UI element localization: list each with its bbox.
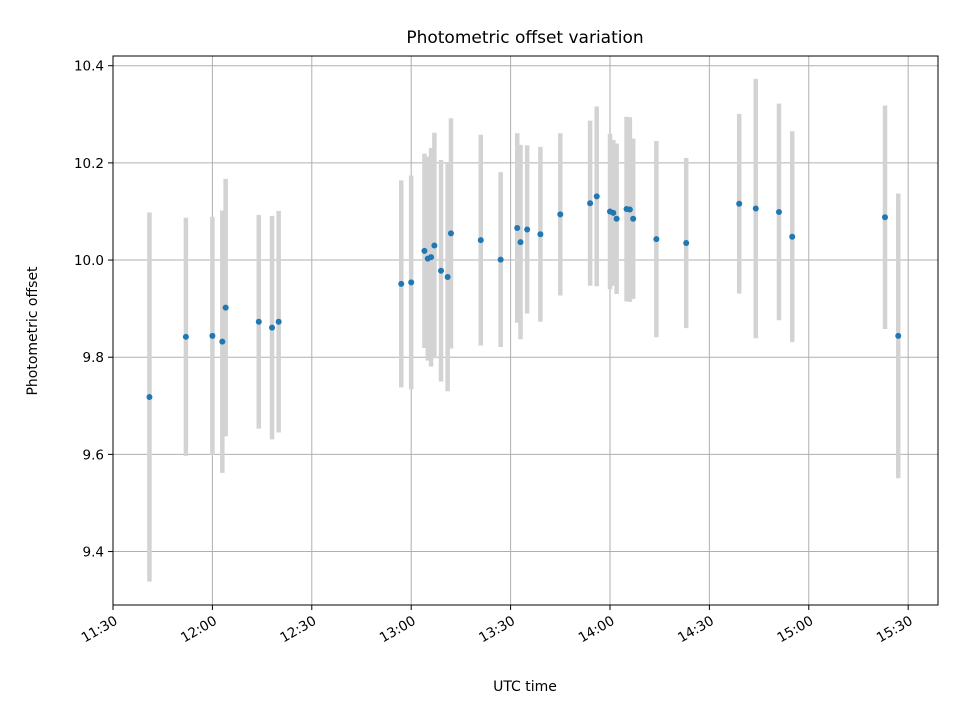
chart-title: Photometric offset variation (406, 28, 643, 48)
plot-frame (112, 55, 939, 606)
data-point (524, 226, 531, 233)
y-tick-label: 9.4 (83, 545, 104, 561)
data-point (209, 332, 216, 339)
data-point (438, 267, 445, 274)
data-point (182, 333, 189, 340)
data-points (146, 193, 902, 401)
data-point (557, 211, 564, 218)
y-axis-ticks: 9.4 9.6 9.8 10.0 10.2 10.4 (74, 59, 113, 561)
data-point (269, 324, 276, 331)
data-point (537, 231, 544, 238)
data-point (613, 215, 620, 222)
data-point (477, 237, 484, 244)
data-point (222, 304, 229, 311)
y-tick-label: 10.4 (74, 59, 104, 75)
y-tick-label: 10.2 (74, 156, 104, 172)
data-point (789, 233, 796, 240)
data-point (447, 230, 454, 237)
y-tick-label: 9.8 (83, 350, 104, 366)
data-point (275, 318, 282, 325)
data-point (593, 193, 600, 200)
data-point (431, 242, 438, 249)
data-point (881, 214, 888, 221)
data-point (626, 206, 633, 213)
data-point (683, 240, 690, 247)
y-tick-label: 10.0 (74, 253, 104, 269)
x-axis-label: UTC time (493, 679, 557, 695)
data-point (146, 394, 153, 401)
data-point (587, 200, 594, 207)
data-point (895, 332, 902, 339)
data-point (408, 279, 415, 286)
data-point (775, 208, 782, 215)
data-point (428, 254, 435, 261)
data-point (497, 256, 504, 263)
data-point (752, 205, 759, 212)
data-point (421, 247, 428, 254)
data-point (736, 200, 743, 207)
data-point (444, 274, 451, 281)
y-tick-label: 9.6 (83, 447, 104, 463)
y-axis-label: Photometric offset (25, 266, 41, 396)
data-point (255, 318, 262, 325)
data-point (219, 338, 226, 345)
data-point (610, 209, 617, 216)
data-point (514, 224, 521, 231)
data-point (653, 236, 660, 243)
data-point (517, 239, 524, 246)
data-point (630, 215, 637, 222)
data-point (398, 280, 405, 287)
